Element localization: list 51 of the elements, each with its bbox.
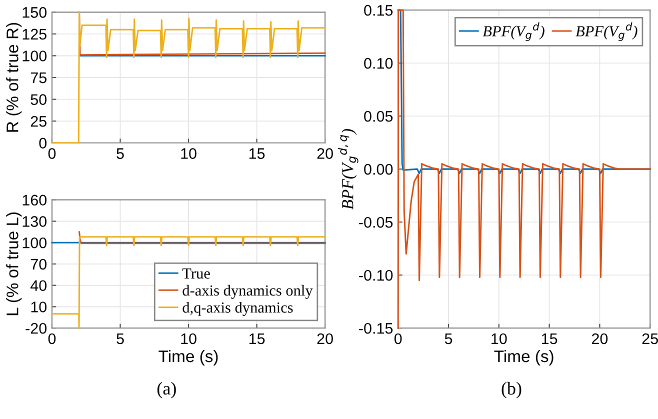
x-tick-label: 15: [249, 148, 265, 159]
y-tick-label: -0.10: [359, 270, 393, 281]
x-tick-label: 10: [181, 148, 196, 159]
legend-label: BPF(V$_{g}$$^{d}$): [576, 22, 638, 41]
y-tick-label: 70: [30, 258, 47, 270]
x-tick-label: 20: [592, 333, 608, 344]
x-tick-label: 0: [48, 148, 56, 159]
y-tick-label: 25: [30, 116, 46, 127]
y-tick-label: -0.05: [359, 216, 393, 228]
y-axis-title: R (% of true R): [6, 22, 22, 132]
line-series: [51, 11, 326, 144]
y-tick-label: 0.05: [364, 110, 393, 122]
text: (b): [502, 382, 522, 398]
text: (a): [157, 382, 176, 398]
x-tick-label: 0: [48, 333, 56, 344]
y-tick-label: 0.00: [364, 164, 393, 175]
y-tick-label: 0: [39, 138, 47, 149]
y-tick-label: 100: [22, 237, 47, 248]
x-tick-label: 15: [249, 334, 265, 344]
x-tick-label: 20: [317, 333, 333, 344]
x-axis-title: Time (s): [158, 350, 218, 366]
y-tick-label: 100: [22, 50, 47, 62]
y-tick-label: 160: [22, 194, 47, 206]
y-tick-label: 125: [22, 28, 46, 40]
x-tick-label: 10: [181, 333, 196, 344]
x-axis-title: Time (s): [494, 350, 554, 366]
legend-label: d-axis dynamics only: [182, 284, 313, 299]
y-axis-title: BPF(V$_{g}$$^{d,q}$): [338, 128, 358, 210]
legend-label: True: [182, 268, 210, 279]
y-tick-label: 75: [30, 72, 46, 84]
y-tick-label: 130: [22, 216, 47, 227]
y-tick-label: 50: [30, 94, 47, 105]
x-tick-label: 10: [492, 333, 507, 344]
y-tick-label: 40: [30, 280, 47, 292]
y-tick-label: 0.10: [364, 58, 393, 69]
y-axis-title: L (% of true L): [6, 212, 22, 316]
x-tick-label: 0: [394, 333, 402, 344]
y-tick-label: -0.15: [359, 322, 393, 334]
x-tick-label: 25: [642, 333, 658, 344]
legend-label: d,q-axis dynamics: [182, 302, 293, 316]
x-tick-label: 15: [542, 334, 558, 344]
x-tick-label: 5: [116, 148, 124, 159]
legend-label: BPF(V$_{g}$$^{d}$): [482, 22, 544, 41]
line-series: [397, 9, 651, 329]
y-tick-label: 0.15: [364, 4, 393, 16]
y-tick-label: 10: [31, 302, 47, 312]
x-tick-label: 5: [444, 334, 452, 344]
y-tick-label: -20: [26, 322, 47, 334]
x-tick-label: 20: [317, 148, 333, 159]
y-tick-label: 150: [22, 7, 47, 18]
x-tick-label: 5: [116, 334, 124, 344]
